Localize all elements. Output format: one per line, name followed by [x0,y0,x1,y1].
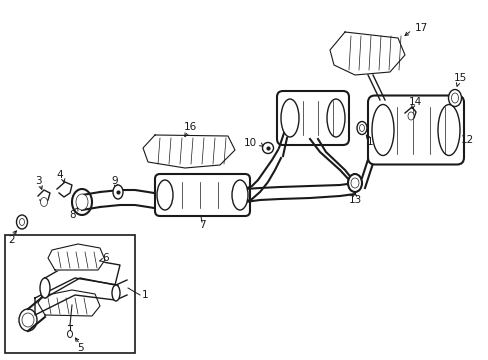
Ellipse shape [407,112,413,120]
FancyBboxPatch shape [276,91,348,145]
Text: 13: 13 [347,195,361,205]
Ellipse shape [437,104,459,156]
Text: 10: 10 [244,138,257,148]
Ellipse shape [359,125,364,131]
Text: 15: 15 [452,73,466,83]
Ellipse shape [19,309,37,331]
Text: 1: 1 [142,290,148,300]
Ellipse shape [20,219,24,225]
Ellipse shape [356,122,366,135]
Ellipse shape [76,194,88,210]
Polygon shape [45,258,120,298]
Ellipse shape [113,185,123,199]
Text: 17: 17 [414,23,427,33]
Text: 5: 5 [77,343,83,353]
Ellipse shape [22,313,34,327]
Ellipse shape [231,180,247,210]
Bar [5,235,135,353]
Ellipse shape [326,99,345,137]
Ellipse shape [347,174,361,192]
Text: 7: 7 [198,220,205,230]
FancyBboxPatch shape [155,174,249,216]
Ellipse shape [41,198,47,207]
Text: 8: 8 [70,210,76,220]
Ellipse shape [371,104,393,156]
Ellipse shape [72,189,92,215]
Text: 6: 6 [102,253,109,263]
Text: 14: 14 [407,97,421,107]
Ellipse shape [157,180,173,210]
Polygon shape [35,278,118,315]
Text: 4: 4 [57,170,63,180]
Polygon shape [142,135,235,168]
Ellipse shape [112,285,120,301]
Text: 16: 16 [183,122,196,132]
Ellipse shape [40,278,50,298]
Text: 11: 11 [366,137,379,147]
Polygon shape [48,244,105,270]
Text: 12: 12 [460,135,473,145]
Ellipse shape [281,99,298,137]
Ellipse shape [350,178,358,188]
Text: 2: 2 [9,235,15,245]
Ellipse shape [67,330,72,338]
Text: 9: 9 [111,176,118,186]
FancyBboxPatch shape [367,95,463,165]
Ellipse shape [450,93,458,103]
Ellipse shape [447,90,461,107]
Ellipse shape [17,215,27,229]
Polygon shape [329,32,404,75]
Text: 3: 3 [35,176,41,186]
Polygon shape [38,290,100,316]
Ellipse shape [262,143,273,153]
